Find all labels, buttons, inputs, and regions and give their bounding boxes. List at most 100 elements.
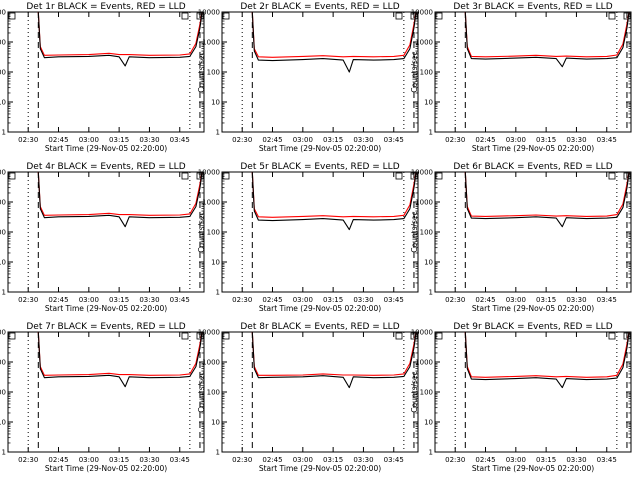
x-tick-label: 03:00: [506, 136, 526, 144]
x-axis-label: Start Time (29-Nov-05 02:20:00): [259, 464, 381, 473]
lld-series-line: [251, 12, 417, 58]
y-axis-label: Counts/sec: [410, 51, 419, 92]
x-tick-label: 02:30: [232, 296, 252, 304]
chart-title: Det 7r BLACK = Events, RED = LLD: [26, 322, 185, 332]
lld-series-line: [37, 172, 203, 216]
events-series-line: [464, 12, 630, 68]
chart-panel: Det 4r BLACK = Events, RED = LLD 1 10 100 10…: [0, 162, 205, 313]
plot-frame: [221, 331, 419, 453]
corner-marker: [395, 332, 403, 340]
x-tick-label: 03:30: [353, 296, 373, 304]
y-tick-label: 10000: [0, 169, 6, 177]
y-tick-label: 10: [424, 419, 433, 427]
y-tick-label: 10000: [411, 169, 433, 177]
x-tick-label: 03:15: [536, 456, 556, 464]
x-tick-label: 03:30: [353, 136, 373, 144]
x-tick-label: 03:00: [293, 456, 313, 464]
corner-marker: [196, 332, 204, 340]
y-tick-label: 10000: [0, 9, 6, 17]
corner-marker: [8, 332, 16, 340]
plot-frame: [434, 11, 632, 133]
x-axis-label: Start Time (29-Nov-05 02:20:00): [259, 304, 381, 313]
y-tick-label: 100: [420, 69, 433, 77]
lld-series-line: [37, 12, 203, 56]
corner-marker: [410, 172, 418, 180]
y-tick-label: 1: [2, 449, 6, 457]
x-tick-label: 02:45: [475, 296, 495, 304]
x-tick-label: 03:30: [139, 136, 159, 144]
chart-title: Det 5r BLACK = Events, RED = LLD: [240, 162, 399, 172]
y-tick-label: 10000: [198, 329, 220, 337]
x-tick-label: 02:30: [18, 136, 38, 144]
x-tick-label: 02:45: [262, 136, 282, 144]
plot-frame: [7, 11, 205, 133]
y-tick-label: 1: [216, 289, 220, 297]
y-axis-label: Counts/sec: [197, 371, 206, 412]
lld-series-line: [251, 172, 417, 218]
x-tick-label: 02:45: [48, 456, 68, 464]
x-tick-label: 02:45: [48, 296, 68, 304]
events-series-line: [464, 332, 630, 389]
x-tick-label: 02:30: [232, 136, 252, 144]
y-tick-label: 10: [424, 259, 433, 267]
events-series-line: [251, 332, 417, 389]
x-axis-label: Start Time (29-Nov-05 02:20:00): [45, 144, 167, 153]
chart-panel: Det 9r BLACK = Events, RED = LLD 1 10 100 10…: [410, 322, 632, 473]
chart-panel: Det 8r BLACK = Events, RED = LLD 1 10 100 10…: [197, 322, 419, 473]
y-axis-label: Counts/sec: [410, 371, 419, 412]
x-tick-label: 03:30: [566, 136, 586, 144]
y-tick-label: 1: [429, 449, 433, 457]
x-tick-label: 03:15: [323, 296, 343, 304]
x-tick-label: 03:45: [170, 296, 190, 304]
y-tick-label: 10000: [198, 9, 220, 17]
plot-frame: [221, 11, 419, 133]
plot-frame: [434, 171, 632, 293]
y-tick-label: 10000: [411, 329, 433, 337]
y-tick-label: 10000: [198, 169, 220, 177]
events-series-line: [37, 12, 203, 67]
corner-marker: [608, 172, 616, 180]
x-tick-label: 03:15: [109, 456, 129, 464]
x-axis-label: Start Time (29-Nov-05 02:20:00): [472, 304, 594, 313]
y-axis-label: Counts/sec: [197, 211, 206, 252]
corner-marker: [181, 172, 189, 180]
y-tick-label: 1000: [202, 359, 220, 367]
chart-title: Det 8r BLACK = Events, RED = LLD: [240, 322, 399, 332]
y-tick-label: 1: [429, 289, 433, 297]
corner-marker: [222, 172, 230, 180]
lld-series-line: [464, 332, 630, 378]
y-tick-label: 1000: [0, 359, 6, 367]
y-tick-label: 100: [420, 389, 433, 397]
x-axis-label: Start Time (29-Nov-05 02:20:00): [259, 144, 381, 153]
lld-series-line: [251, 332, 417, 376]
y-tick-label: 10: [424, 99, 433, 107]
chart-panel: Det 7r BLACK = Events, RED = LLD 1 10 100 10…: [0, 322, 205, 473]
x-tick-label: 03:45: [384, 136, 404, 144]
events-series-line: [464, 172, 630, 228]
x-tick-label: 03:45: [170, 456, 190, 464]
events-series-line: [37, 332, 203, 388]
plot-frame: [7, 171, 205, 293]
lld-series-line: [37, 332, 203, 376]
corner-marker: [435, 332, 443, 340]
chart-title: Det 1r BLACK = Events, RED = LLD: [26, 2, 185, 12]
x-tick-label: 02:30: [445, 296, 465, 304]
lld-series-line: [464, 12, 630, 58]
x-tick-label: 02:45: [262, 296, 282, 304]
y-tick-label: 1: [2, 129, 6, 137]
events-series-line: [251, 12, 417, 73]
x-tick-label: 03:45: [384, 296, 404, 304]
corner-marker: [181, 12, 189, 20]
chart-title: Det 3r BLACK = Events, RED = LLD: [453, 2, 612, 12]
y-axis-label: Counts/sec: [410, 211, 419, 252]
y-tick-label: 1: [216, 449, 220, 457]
y-tick-label: 10: [211, 419, 220, 427]
x-tick-label: 03:15: [536, 296, 556, 304]
corner-marker: [222, 12, 230, 20]
x-tick-label: 03:45: [597, 136, 617, 144]
y-tick-label: 10000: [411, 9, 433, 17]
y-tick-label: 1: [429, 129, 433, 137]
corner-marker: [395, 172, 403, 180]
x-tick-label: 03:15: [536, 136, 556, 144]
chart-panel: Det 3r BLACK = Events, RED = LLD 1 10 100 10…: [410, 2, 632, 153]
